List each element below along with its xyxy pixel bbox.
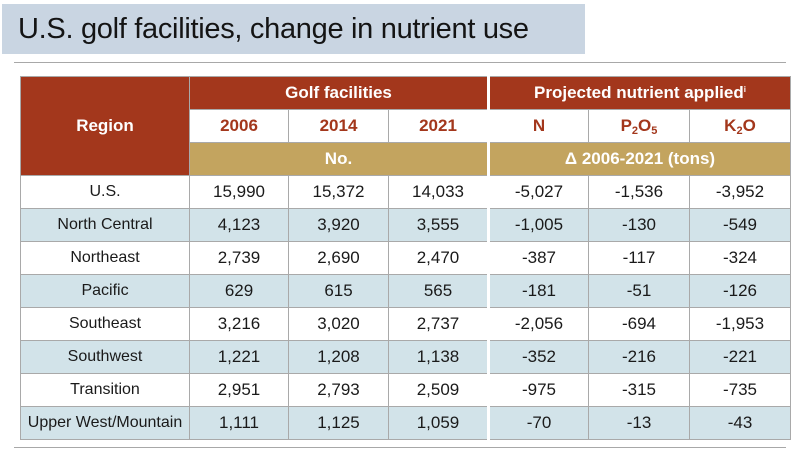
value-cell-n: -1,005	[487, 208, 589, 242]
value-cell-y2014: 1,125	[288, 406, 389, 440]
table-body: U.S. 15,990 15,372 14,033 -5,027 -1,536 -3,952…	[20, 175, 791, 440]
nutrient-p-base: P	[620, 116, 632, 135]
value-cell-k: -126	[689, 274, 791, 308]
region-cell: Pacific	[20, 274, 190, 308]
value-cell-k: -324	[689, 241, 791, 275]
value-cell-n: -2,056	[487, 307, 589, 341]
value-cell-k: -1,953	[689, 307, 791, 341]
value-cell-k: -549	[689, 208, 791, 242]
value-cell-n: -387	[487, 241, 589, 275]
value-cell-k: -3,952	[689, 175, 791, 209]
region-cell: North Central	[20, 208, 190, 242]
table-row: Pacific 629 615 565 -181 -51 -126	[20, 274, 791, 308]
value-cell-k: -735	[689, 373, 791, 407]
year-header-2021: 2021	[388, 109, 489, 143]
region-cell: Southeast	[20, 307, 190, 341]
value-cell-k: -221	[689, 340, 791, 374]
bottom-divider	[14, 447, 786, 448]
value-cell-p: -117	[588, 241, 690, 275]
value-cell-y2006: 2,951	[189, 373, 289, 407]
value-cell-y2014: 15,372	[288, 175, 389, 209]
table-row: Northeast 2,739 2,690 2,470 -387 -117 -324	[20, 241, 791, 275]
value-cell-y2021: 3,555	[388, 208, 489, 242]
value-cell-y2006: 3,216	[189, 307, 289, 341]
region-cell: U.S.	[20, 175, 190, 209]
table-row: Upper West/Mountain 1,111 1,125 1,059 -70 -13…	[20, 406, 791, 440]
nutrient-n-label: N	[532, 116, 546, 135]
value-cell-p: -216	[588, 340, 690, 374]
nutrient-table: Region Golf facilities Projected nutrien…	[20, 76, 791, 440]
nutrient-header-k2o: K2O	[689, 109, 791, 143]
value-cell-p: -1,536	[588, 175, 690, 209]
value-cell-y2014: 1,208	[288, 340, 389, 374]
nutrient-header: Projected nutrient appliedi	[487, 76, 791, 110]
region-cell: Northeast	[20, 241, 190, 275]
table-row: Southwest 1,221 1,208 1,138 -352 -216 -221	[20, 340, 791, 374]
value-cell-y2021: 1,138	[388, 340, 489, 374]
value-cell-y2021: 565	[388, 274, 489, 308]
nutrient-header-label: Projected nutrient applied	[534, 83, 744, 102]
value-cell-y2006: 1,111	[189, 406, 289, 440]
value-cell-y2014: 3,020	[288, 307, 389, 341]
value-cell-k: -43	[689, 406, 791, 440]
value-cell-p: -315	[588, 373, 690, 407]
value-cell-y2021: 2,509	[388, 373, 489, 407]
value-cell-y2006: 4,123	[189, 208, 289, 242]
value-cell-p: -130	[588, 208, 690, 242]
value-cell-y2006: 2,739	[189, 241, 289, 275]
nutrient-p-rest: O	[638, 116, 652, 135]
nutrient-k-rest: O	[742, 116, 756, 135]
unit-nutrient: Δ 2006-2021 (tons)	[487, 142, 791, 176]
unit-golf: No.	[189, 142, 489, 176]
year-header-2006: 2006	[189, 109, 289, 143]
nutrient-k-sub: 2	[736, 125, 743, 137]
title-bar: U.S. golf facilities, change in nutrient…	[2, 4, 585, 54]
golf-facilities-label: Golf facilities	[285, 83, 392, 102]
golf-facilities-header: Golf facilities	[189, 76, 489, 110]
value-cell-y2014: 3,920	[288, 208, 389, 242]
region-header: Region	[20, 76, 190, 176]
top-divider	[14, 62, 786, 63]
value-cell-y2021: 2,737	[388, 307, 489, 341]
table-row: Transition 2,951 2,793 2,509 -975 -315 -735	[20, 373, 791, 407]
table-row: U.S. 15,990 15,372 14,033 -5,027 -1,536 -3,952	[20, 175, 791, 209]
nutrient-header-p2o5: P2O5	[588, 109, 690, 143]
nutrient-p-sub: 2	[631, 125, 639, 137]
value-cell-p: -51	[588, 274, 690, 308]
value-cell-n: -181	[487, 274, 589, 308]
nutrient-k-base: K	[724, 116, 737, 135]
nutrient-p-sub2: 5	[651, 125, 658, 137]
value-cell-n: -975	[487, 373, 589, 407]
value-cell-y2014: 2,690	[288, 241, 389, 275]
value-cell-n: -5,027	[487, 175, 589, 209]
table-row: Southeast 3,216 3,020 2,737 -2,056 -694 -1,953	[20, 307, 791, 341]
value-cell-y2014: 2,793	[288, 373, 389, 407]
value-cell-y2021: 1,059	[388, 406, 489, 440]
page-title: U.S. golf facilities, change in nutrient…	[18, 13, 529, 45]
region-cell: Upper West/Mountain	[20, 406, 190, 440]
value-cell-y2006: 629	[189, 274, 289, 308]
value-cell-n: -352	[487, 340, 589, 374]
value-cell-y2014: 615	[288, 274, 389, 308]
value-cell-y2006: 1,221	[189, 340, 289, 374]
value-cell-p: -694	[588, 307, 690, 341]
table-row: North Central 4,123 3,920 3,555 -1,005 -130 -5…	[20, 208, 791, 242]
value-cell-y2021: 14,033	[388, 175, 489, 209]
value-cell-n: -70	[487, 406, 589, 440]
value-cell-p: -13	[588, 406, 690, 440]
value-cell-y2006: 15,990	[189, 175, 289, 209]
region-cell: Southwest	[20, 340, 190, 374]
nutrient-header-n: N	[487, 109, 589, 143]
footnote-marker: i	[743, 85, 746, 94]
region-cell: Transition	[20, 373, 190, 407]
value-cell-y2021: 2,470	[388, 241, 489, 275]
year-header-2014: 2014	[288, 109, 389, 143]
